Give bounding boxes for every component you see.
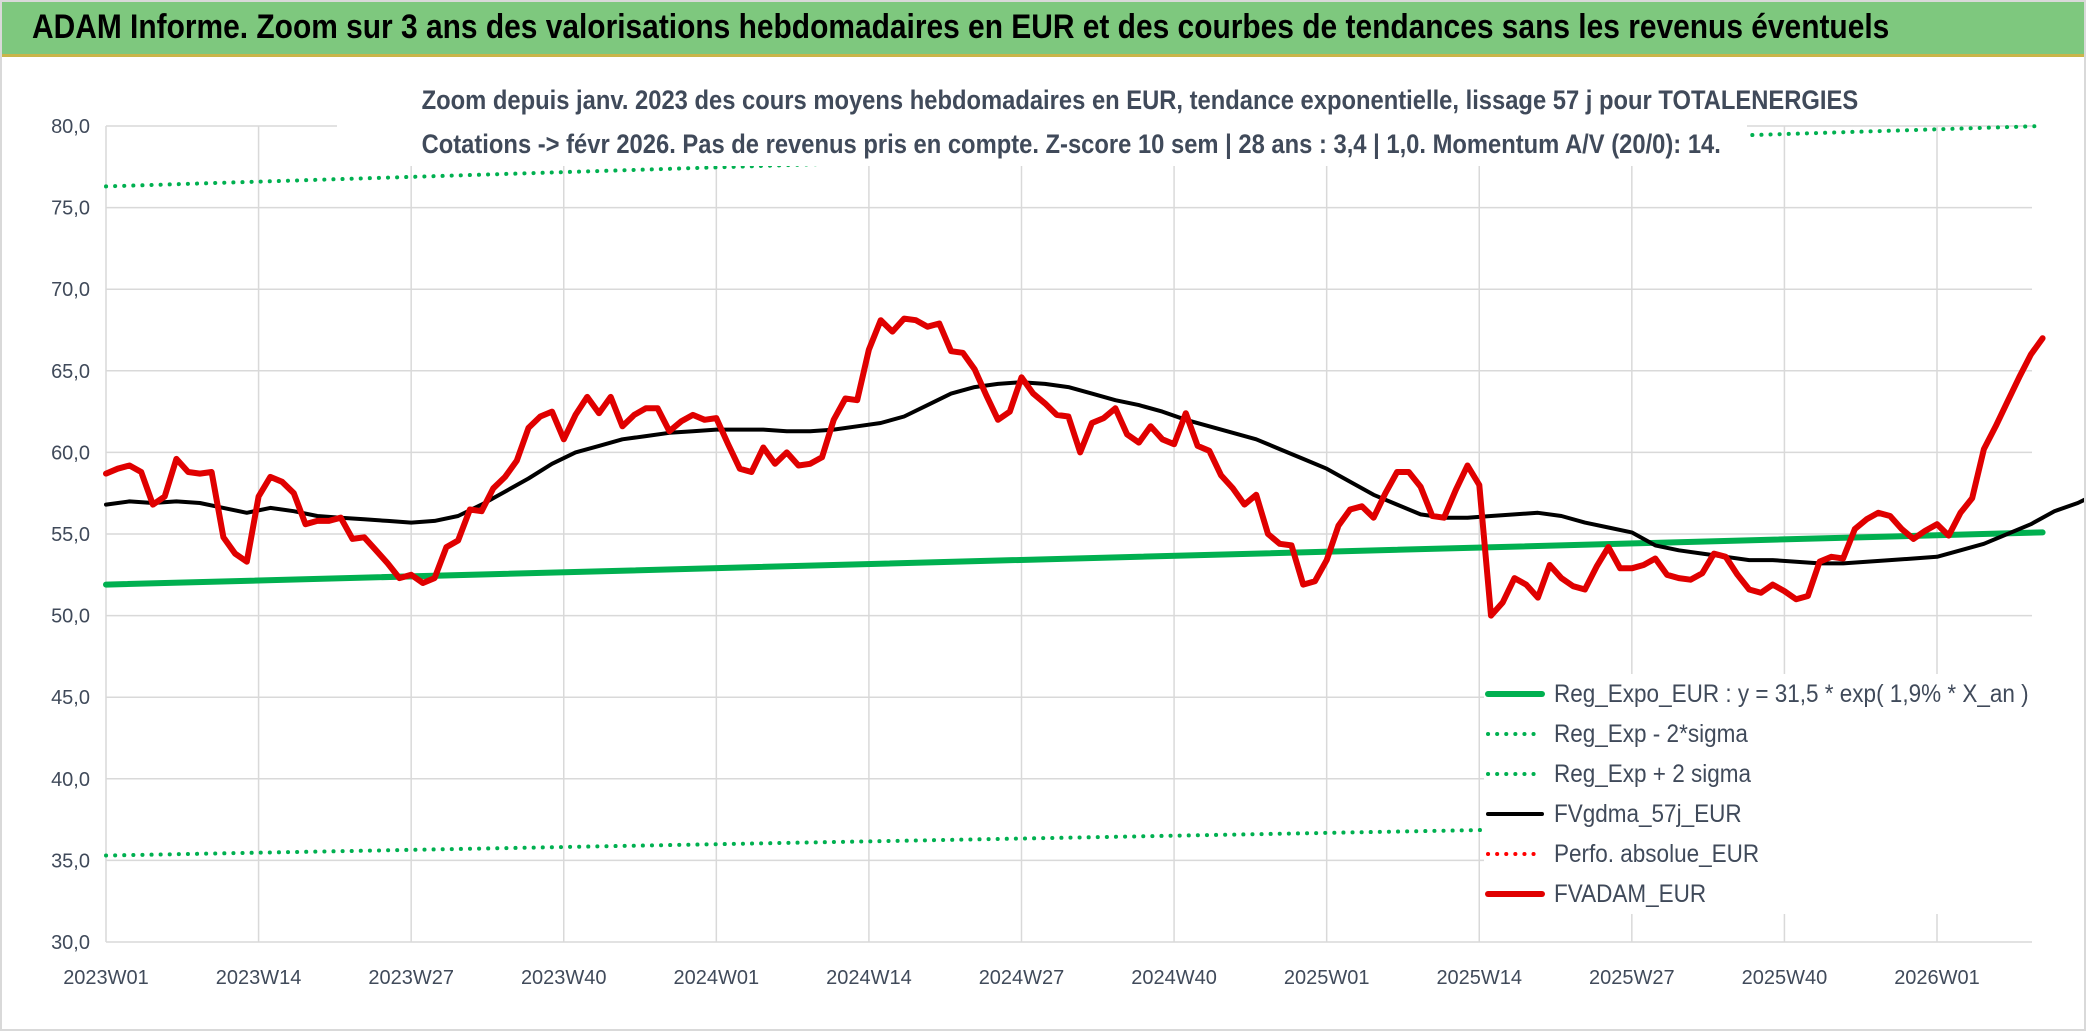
x-tick-label: 2024W27 bbox=[979, 967, 1065, 989]
x-axis-tick-labels: 2023W01 2023W14 2023W27 2023W40 2024W01 2024W… bbox=[63, 967, 1980, 989]
report-header: ADAM Informe. Zoom sur 3 ans des valoris… bbox=[2, 2, 2084, 57]
legend-item-reg-plus-2-sigma: Reg_Exp + 2 sigma bbox=[1484, 754, 2044, 794]
series-lines bbox=[103, 124, 2084, 858]
y-tick-label: 80,0 bbox=[51, 116, 90, 138]
y-axis-tick-labels: 80,0 75,0 70,0 65,0 60,0 55,0 50,0 45,0 40,0 35,0… bbox=[51, 116, 90, 954]
y-tick-label: 75,0 bbox=[51, 198, 90, 220]
x-tick-label: 2023W40 bbox=[521, 967, 607, 989]
legend-swatch bbox=[1485, 691, 1545, 697]
grid bbox=[105, 125, 2032, 943]
chart-title-line-1: Zoom depuis janv. 2023 des cours moyens … bbox=[421, 85, 1859, 115]
chart-legend: Reg_Expo_EUR : y = 31,5 * exp( 1,9% * X_… bbox=[1484, 674, 2044, 914]
x-tick-label: 2023W27 bbox=[368, 967, 454, 989]
legend-item-reg-minus-2-sigma: Reg_Exp - 2*sigma bbox=[1484, 714, 2044, 754]
y-tick-label: 50,0 bbox=[51, 606, 90, 628]
y-tick-label: 45,0 bbox=[51, 687, 90, 709]
legend-item-reg-expo: Reg_Expo_EUR : y = 31,5 * exp( 1,9% * X_… bbox=[1484, 674, 2044, 714]
legend-swatch bbox=[1486, 852, 1544, 856]
x-tick-label: 2024W14 bbox=[826, 967, 912, 989]
x-tick-label: 2025W27 bbox=[1589, 967, 1675, 989]
legend-label: Reg_Exp + 2 sigma bbox=[1554, 759, 1751, 788]
legend-item-fvgdma-57j: FVgdma_57j_EUR bbox=[1484, 794, 2044, 834]
y-tick-label: 65,0 bbox=[51, 361, 90, 383]
legend-item-fvadam: FVADAM_EUR bbox=[1484, 874, 2044, 914]
legend-label: FVgdma_57j_EUR bbox=[1554, 799, 1742, 828]
legend-swatch bbox=[1485, 891, 1545, 897]
chart-title-box: Zoom depuis janv. 2023 des cours moyens … bbox=[337, 78, 1859, 166]
series-line-fvgdma-57j bbox=[104, 380, 2084, 566]
x-tick-label: 2024W01 bbox=[674, 967, 760, 989]
legend-label: FVADAM_EUR bbox=[1554, 879, 1707, 908]
legend-label: Perfo. absolue_EUR bbox=[1554, 839, 1760, 868]
y-tick-label: 35,0 bbox=[51, 850, 90, 872]
y-tick-label: 60,0 bbox=[51, 442, 90, 464]
x-tick-label: 2026W01 bbox=[1894, 967, 1980, 989]
legend-label: Reg_Exp - 2*sigma bbox=[1554, 719, 1748, 748]
x-tick-label: 2025W01 bbox=[1284, 967, 1370, 989]
x-tick-label: 2024W40 bbox=[1131, 967, 1217, 989]
chart-title-line-2: Cotations -> févr 2026. Pas de revenus p… bbox=[421, 129, 1721, 159]
legend-item-perfo-absolue: Perfo. absolue_EUR bbox=[1484, 834, 2044, 874]
y-tick-label: 70,0 bbox=[51, 279, 90, 301]
y-tick-label: 30,0 bbox=[51, 932, 90, 954]
series-line-reg-expo bbox=[103, 529, 2046, 588]
report-title: ADAM Informe. Zoom sur 3 ans des valoris… bbox=[32, 8, 1890, 46]
series-line-fvadam bbox=[103, 315, 2046, 619]
x-tick-label: 2023W14 bbox=[216, 967, 302, 989]
y-tick-label: 40,0 bbox=[51, 769, 90, 791]
y-tick-label: 55,0 bbox=[51, 524, 90, 546]
x-tick-label: 2025W14 bbox=[1436, 967, 1522, 989]
x-tick-label: 2025W40 bbox=[1742, 967, 1828, 989]
legend-swatch bbox=[1486, 812, 1544, 816]
legend-swatch bbox=[1486, 732, 1544, 736]
legend-label: Reg_Expo_EUR : y = 31,5 * exp( 1,9% * X_… bbox=[1554, 679, 2029, 708]
legend-swatch bbox=[1486, 772, 1544, 776]
x-tick-label: 2023W01 bbox=[63, 967, 149, 989]
